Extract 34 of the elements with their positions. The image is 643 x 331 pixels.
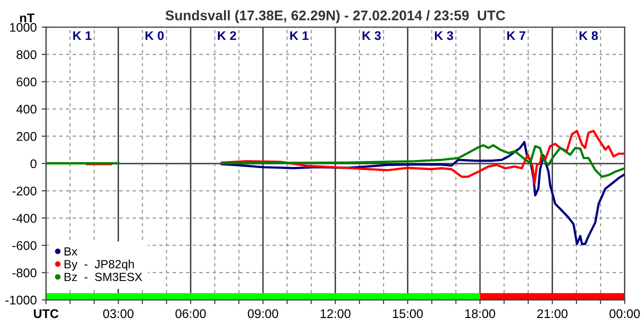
y-tick-label: 200 [16, 132, 36, 141]
annotation: K 3 [434, 31, 454, 40]
y-axis-title: nT [20, 14, 34, 22]
x-tick-label: 21:00 [537, 309, 568, 318]
annotation: K 1 [73, 31, 92, 40]
y-tick-label: -400 [12, 214, 36, 223]
annotation: K 7 [507, 31, 526, 40]
annotation: K 8 [580, 31, 598, 40]
annotation: K 1 [290, 31, 309, 40]
line-series [220, 140, 625, 246]
y-tick-label: -200 [12, 186, 36, 196]
legend-label: Bx [64, 247, 78, 256]
annotation: K 2 [218, 31, 236, 40]
y-tick-label: -1000 [6, 296, 36, 305]
y-tick-label: 600 [16, 77, 36, 86]
annotation: K 3 [362, 31, 381, 40]
y-tick-label: -800 [12, 268, 36, 278]
y-tick-label: 0 [30, 159, 36, 168]
y-tick-label: -600 [12, 241, 36, 250]
y-tick-label: 1000 [10, 22, 36, 32]
x-tick-label: 09:00 [248, 309, 278, 318]
x-tick-label: 06:00 [176, 309, 206, 318]
chart-title: Sundsvall (17.38E, 62.29N) - 27.02.2014 / 23:59 UTC [166, 10, 506, 24]
x-tick-label: 12:00 [320, 309, 350, 318]
y-tick-label: 400 [16, 104, 36, 114]
legend-label: Bz - SM3ESX [64, 272, 142, 282]
x-tick-label: UTC [34, 309, 58, 318]
annotation: K 0 [146, 31, 164, 40]
y-tick-label: 800 [16, 50, 36, 60]
x-tick-label: 00:00 [610, 309, 640, 318]
x-tick-label: 15:00 [392, 309, 423, 318]
x-tick-label: 03:00 [103, 309, 134, 318]
legend-label: By - JP82qh [64, 260, 134, 271]
x-tick-label: 18:00 [465, 309, 496, 318]
